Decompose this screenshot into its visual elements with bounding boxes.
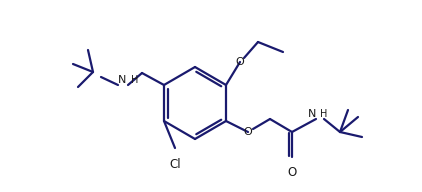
Text: O: O [287, 166, 297, 179]
Text: N: N [118, 75, 126, 85]
Text: H: H [131, 75, 138, 85]
Text: H: H [320, 109, 327, 119]
Text: O: O [235, 57, 244, 67]
Text: O: O [243, 127, 252, 137]
Text: N: N [308, 109, 316, 119]
Text: Cl: Cl [169, 158, 181, 171]
